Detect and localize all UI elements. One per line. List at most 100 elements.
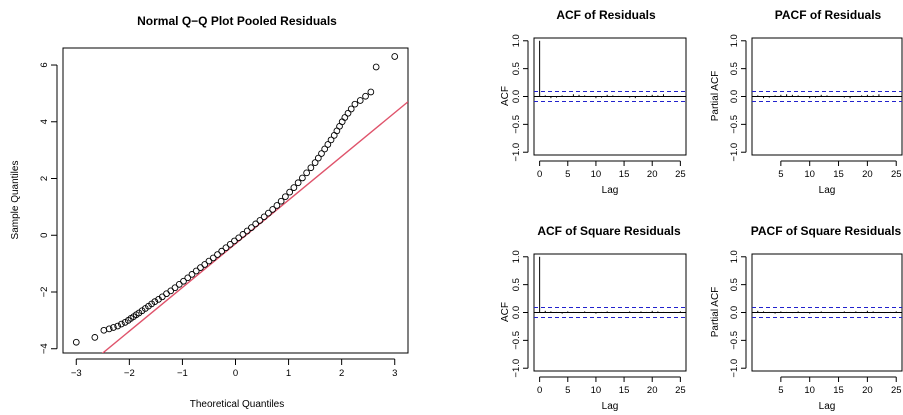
y-tick-label: −0.5: [511, 115, 522, 134]
chart-title: PACF of Residuals: [775, 8, 882, 22]
qq-point: [218, 247, 226, 255]
y-tick-label: 0.5: [729, 278, 740, 291]
x-tick-label: 20: [862, 385, 873, 396]
qq-point: [269, 206, 277, 213]
plot-marks: [534, 256, 686, 319]
qq-point: [356, 97, 364, 104]
y-tick-label: −1.0: [729, 143, 740, 162]
x-tick-label: 3: [392, 368, 397, 379]
y-axis-label: ACF: [500, 86, 511, 106]
x-tick-label: 25: [891, 169, 902, 180]
axis-ticks: 0 5 10 15 20 25 −1.0 −0.5 0.0 0.5 1.0: [511, 34, 686, 180]
plot-marks: [534, 40, 686, 103]
qq-point: [192, 267, 200, 275]
y-tick-label: −1.0: [511, 143, 522, 162]
qq-point: [367, 88, 375, 96]
qq-point: [307, 164, 315, 172]
qq-point: [239, 231, 247, 238]
qq-point: [171, 284, 179, 292]
x-tick-label: 25: [675, 169, 686, 180]
y-tick-label: 1.0: [511, 250, 522, 263]
x-tick-label: 10: [804, 169, 815, 180]
y-tick-label: −1.0: [729, 359, 740, 378]
qq-point: [252, 220, 260, 228]
chart-title: PACF of Square Residuals: [751, 224, 902, 238]
qq-point: [201, 261, 209, 268]
qq-point: [205, 257, 213, 265]
x-tick-label: 10: [591, 385, 602, 396]
x-tick-label: 0: [537, 169, 542, 180]
x-tick-label: 1: [286, 368, 291, 379]
y-tick-label: 0.0: [511, 306, 522, 319]
x-tick-label: 20: [647, 385, 658, 396]
x-tick-label: 15: [833, 169, 844, 180]
qq-point: [372, 63, 380, 71]
y-tick-label: −0.5: [729, 115, 740, 134]
x-axis-label: Lag: [819, 185, 836, 196]
qq-point: [341, 114, 349, 121]
qq-point: [347, 105, 355, 113]
qq-point: [235, 234, 243, 242]
qq-point: [299, 174, 306, 182]
qq-point: [362, 92, 369, 100]
plot-marks: [752, 90, 902, 103]
chart-title: ACF of Residuals: [556, 8, 656, 22]
y-tick-label: 0.5: [729, 62, 740, 75]
y-tick-label: −4: [39, 343, 50, 354]
qq-point: [321, 145, 329, 153]
qq-point: [290, 184, 298, 191]
acf-square-residuals-panel: ACF of Square Residuals Lag ACF 0 5 10 15 20…: [500, 224, 687, 412]
x-tick-label: 5: [778, 169, 783, 180]
y-axis-label: Partial ACF: [710, 71, 721, 122]
y-tick-label: −2: [39, 287, 50, 298]
axis-ticks: 0 5 10 15 20 25 −1.0 −0.5 0.0 0.5 1.0: [511, 250, 686, 396]
qq-point: [344, 109, 352, 117]
qq-point: [273, 202, 281, 209]
qq-point: [163, 290, 170, 298]
x-tick-label: 2: [339, 368, 344, 379]
qq-point: [167, 287, 175, 295]
y-axis-label: Sample Quantiles: [10, 161, 21, 240]
qq-point: [282, 193, 289, 201]
qq-point: [338, 118, 346, 126]
x-tick-label: 15: [619, 385, 630, 396]
qq-point: [72, 338, 80, 346]
x-tick-label: 5: [565, 385, 570, 396]
qq-point: [180, 277, 187, 285]
qq-point: [91, 334, 99, 341]
qq-point: [248, 224, 255, 231]
y-tick-label: 2: [39, 176, 50, 181]
qq-point: [188, 271, 196, 278]
plot-frame: [62, 47, 409, 354]
qq-point: [158, 293, 166, 301]
y-tick-label: −0.5: [729, 331, 740, 350]
qq-point: [324, 141, 332, 148]
pacf-residuals-panel: PACF of Residuals Lag Partial ACF 5 10 15 2…: [710, 8, 903, 196]
qq-point: [222, 244, 230, 252]
y-axis-label: ACF: [500, 302, 511, 322]
x-tick-label: 0: [537, 385, 542, 396]
x-tick-label: 15: [619, 169, 630, 180]
y-tick-label: 0: [39, 233, 50, 238]
y-tick-label: 0.5: [511, 278, 522, 291]
plot-marks: [752, 306, 902, 319]
chart-title: ACF of Square Residuals: [537, 224, 681, 238]
qq-point: [226, 240, 234, 248]
qq-point: [277, 197, 285, 205]
qq-point: [243, 227, 251, 235]
qq-point: [351, 100, 359, 108]
qq-point: [303, 169, 310, 177]
qq-point: [391, 53, 399, 60]
x-tick-label: 0: [233, 368, 238, 379]
qq-point: [184, 274, 192, 282]
qq-point: [260, 213, 268, 221]
x-axis-label: Theoretical Quantiles: [190, 399, 285, 410]
axis-ticks: 5 10 15 20 25 −1.0 −0.5 0.0 0.5 1.0: [729, 250, 902, 396]
chart-title: Normal Q−Q Plot Pooled Residuals: [137, 14, 337, 28]
qq-point: [231, 237, 238, 245]
y-tick-label: −0.5: [511, 331, 522, 350]
x-tick-label: −3: [71, 368, 82, 379]
qq-point: [286, 188, 293, 196]
x-axis-label: Lag: [602, 185, 619, 196]
